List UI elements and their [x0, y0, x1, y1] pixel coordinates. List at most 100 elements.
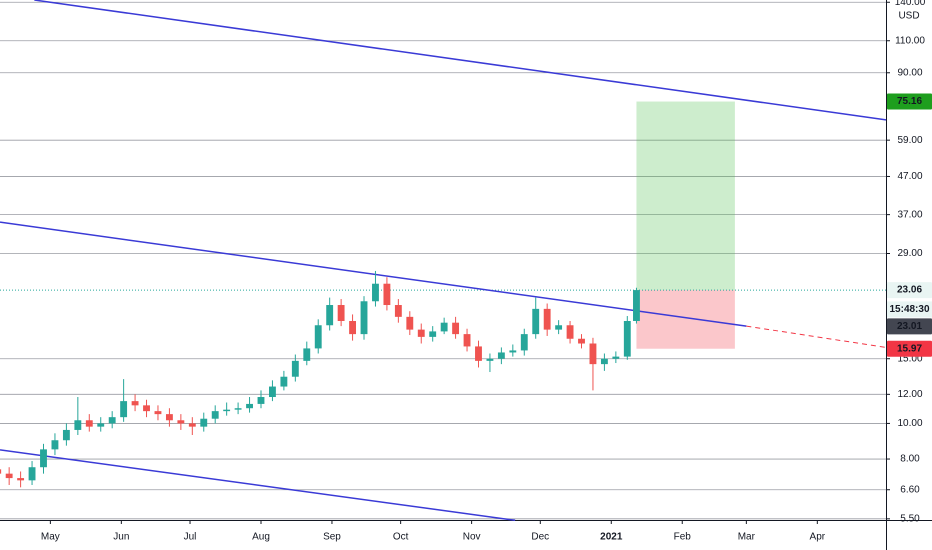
grid [0, 1, 886, 520]
candle-body [211, 411, 219, 419]
candle-body [280, 376, 288, 387]
candle-body [497, 352, 505, 359]
candle-body [406, 316, 414, 330]
candle-body [440, 322, 448, 332]
x-tick-label: Jul [184, 532, 197, 543]
candle-body [383, 283, 391, 306]
x-tick-label: May [41, 532, 60, 543]
x-tick-label: Dec [531, 532, 549, 543]
candle-body [600, 358, 608, 365]
candle-body [223, 409, 231, 412]
candle-body [360, 301, 368, 335]
candle-body [28, 467, 36, 481]
candle-body [62, 429, 70, 441]
trend-line [0, 221, 747, 327]
candle-body [337, 305, 345, 321]
axes: 140.00 110.00 90.00 59.00 47.00 37.00 29.00 15.… [41, 0, 932, 543]
y-tick-label: 12.00 [897, 389, 922, 400]
candle-body [165, 414, 173, 421]
stop-zone [636, 290, 735, 349]
candle-body [326, 305, 334, 326]
candle-body [200, 418, 208, 427]
candle-body [452, 322, 460, 335]
candle-body [486, 358, 494, 361]
target-price-label: 75.16 [897, 96, 922, 107]
candle-body [394, 305, 402, 317]
y-tick-label: 10.00 [897, 418, 922, 429]
y-tick-label: 29.00 [897, 248, 922, 259]
countdown: 15:48:30 [889, 304, 929, 315]
last-price-label: 23.01 [897, 321, 922, 332]
y-tick-label: 6.60 [900, 484, 920, 495]
candle-body [188, 423, 196, 427]
candle-body [372, 283, 379, 302]
x-tick-label: Oct [393, 532, 409, 543]
candle-body [143, 405, 150, 412]
candle-body [257, 397, 265, 404]
candle-body [154, 411, 162, 415]
candle-body [475, 346, 482, 361]
stop-price-label-bg [887, 340, 932, 357]
candle-body [17, 478, 25, 481]
x-tick-label: 2021 [600, 532, 623, 543]
candle-body [520, 334, 528, 351]
currency-label: USD [898, 11, 919, 22]
candle-body [234, 408, 242, 410]
last-price-label-bg [887, 318, 932, 335]
entry-price-label: 23.06 [897, 285, 922, 296]
candle-body [269, 386, 276, 398]
candle-body [314, 325, 322, 349]
stop-price-label: 15.97 [897, 343, 922, 354]
candle-body [623, 320, 631, 357]
y-tick-label: 8.00 [900, 454, 920, 465]
dashed-line [746, 325, 887, 348]
x-tick-label: Feb [674, 532, 692, 543]
candle-body [51, 440, 59, 450]
candle-body [509, 350, 517, 353]
candle-body [578, 338, 585, 344]
target-zone [636, 101, 735, 291]
y-tick-label: 47.00 [897, 171, 922, 182]
x-tick-label: Jun [113, 532, 129, 543]
candle-body [463, 334, 471, 347]
candle-body [417, 329, 425, 337]
candle-body [5, 473, 13, 479]
candle-body [246, 403, 253, 409]
target-price-label-bg [887, 93, 932, 110]
entry-price-label-bg [887, 282, 932, 299]
y-tick-label: 37.00 [897, 209, 922, 220]
candle-body [566, 325, 574, 339]
x-tick-label: Apr [810, 532, 826, 543]
x-tick-label: Aug [252, 532, 270, 543]
candle-body [108, 417, 116, 424]
y-tick-label: 15.00 [897, 353, 922, 364]
countdown-bg [887, 301, 932, 318]
candle-body [74, 420, 82, 430]
candle-body [612, 356, 620, 359]
candle-body [349, 320, 357, 335]
candle-body [633, 290, 640, 321]
candle-body [85, 420, 93, 427]
plot [0, 0, 887, 522]
candle-body [40, 449, 47, 468]
candle-body [120, 401, 128, 418]
candle-body [589, 343, 597, 365]
x-tick-label: Mar [738, 532, 756, 543]
y-tick-label: 140.00 [895, 0, 926, 8]
candle-body [532, 308, 540, 335]
candle-body [555, 325, 563, 330]
candle-body [131, 401, 139, 406]
candle-body [0, 469, 2, 474]
candle-body [97, 423, 105, 427]
candle-body [291, 360, 299, 377]
candle-body [429, 331, 437, 337]
candle-body [177, 420, 185, 424]
y-tick-label: 110.00 [895, 35, 925, 46]
y-tick-label: 90.00 [897, 67, 922, 78]
candle-body [543, 308, 551, 330]
trend-line [0, 449, 516, 522]
y-tick-label: 5.50 [900, 513, 920, 524]
candle-body [303, 348, 311, 361]
